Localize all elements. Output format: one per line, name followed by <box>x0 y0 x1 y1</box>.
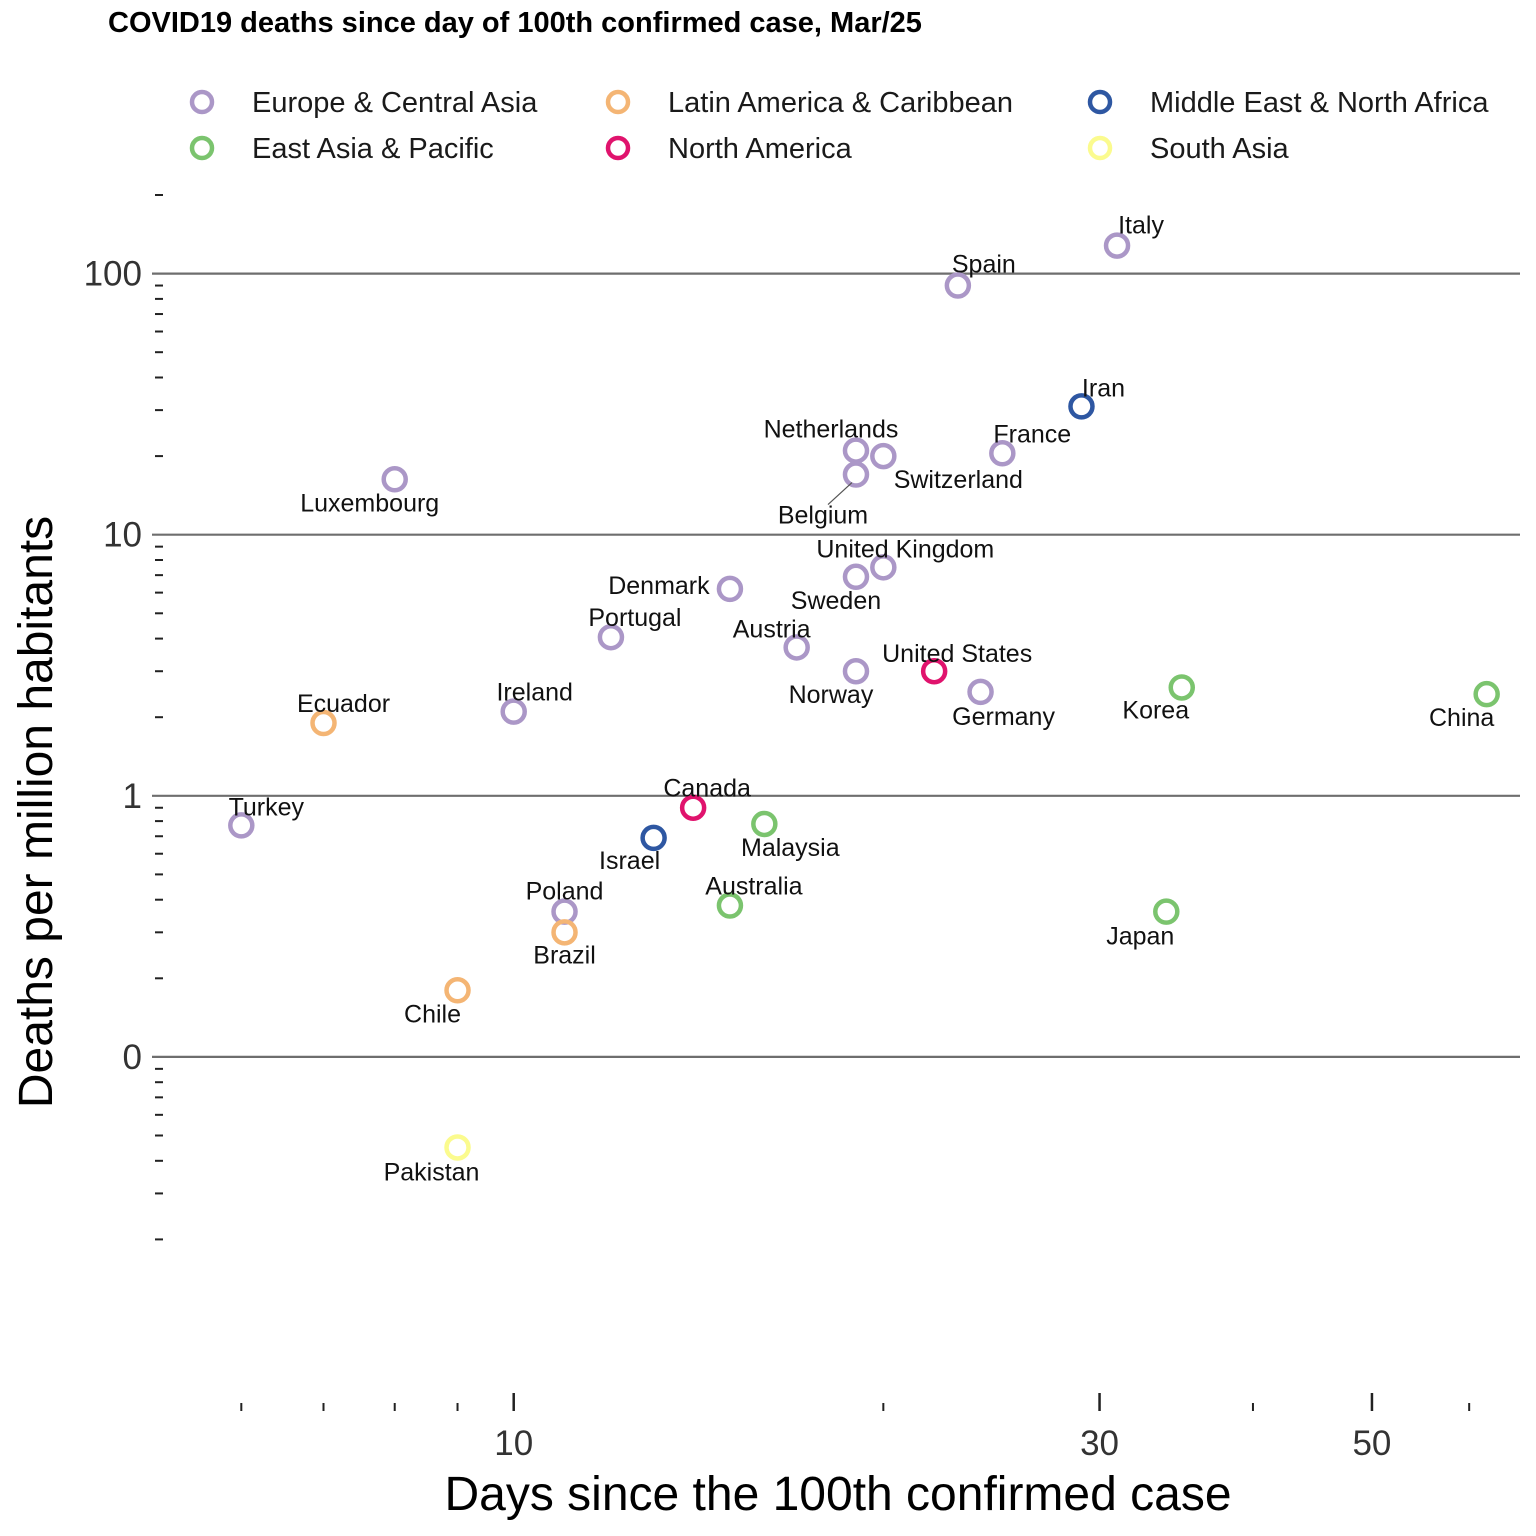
point-ecuador <box>310 709 337 737</box>
point-belgium <box>842 461 870 488</box>
point-germany <box>967 678 994 706</box>
y-tick-label-1: 1 <box>123 777 142 816</box>
point-switzerland <box>870 442 897 470</box>
y-tick-label-100: 100 <box>84 255 142 294</box>
point-japan <box>1153 898 1180 925</box>
legend-marker-middle-east-north-africa <box>1087 89 1113 115</box>
y-tick-label-0: 0 <box>123 1038 142 1077</box>
point-pakistan <box>444 1134 471 1161</box>
point-labels: Italy Spain France Netherlands Switzerland Be… <box>229 212 1495 1187</box>
point-label-italy: Italy <box>1118 212 1164 240</box>
point-label-brazil: Brazil <box>533 941 596 969</box>
point-label-switzerland: Switzerland <box>894 466 1023 494</box>
grid <box>152 272 1520 1059</box>
point-label-turkey: Turkey <box>229 793 305 821</box>
x-tick-label-30: 30 <box>1080 1424 1119 1463</box>
legend-label-north-america: North America <box>668 133 853 165</box>
point-norway <box>842 657 870 685</box>
label-leader-belgium <box>827 482 853 505</box>
point-label-denmark: Denmark <box>608 572 710 600</box>
x-tick-label-50: 50 <box>1352 1424 1391 1463</box>
point-label-canada: Canada <box>663 775 751 803</box>
point-france <box>989 440 1016 467</box>
point-label-luxembourg: Luxembourg <box>300 489 439 517</box>
point-korea <box>1168 674 1196 701</box>
point-label-australia: Australia <box>705 873 802 901</box>
x-tick-label-10: 10 <box>494 1424 533 1463</box>
point-canada <box>679 794 707 821</box>
point-label-china: China <box>1429 704 1494 732</box>
y-tick-label-10: 10 <box>103 516 142 555</box>
legend-label-europe-central-asia: Europe & Central Asia <box>252 87 538 119</box>
chart-title: COVID19 deaths since day of 100th confir… <box>108 7 922 39</box>
point-turkey <box>228 812 255 839</box>
point-label-poland: Poland <box>526 878 604 906</box>
point-label-iran: Iran <box>1082 374 1125 402</box>
x-axis-title: Days since the 100th confirmed case <box>444 1468 1231 1521</box>
point-austria <box>783 634 810 661</box>
point-chile <box>444 977 471 1004</box>
point-label-malaysia: Malaysia <box>741 834 840 862</box>
point-label-germany: Germany <box>952 703 1055 731</box>
point-label-france: France <box>993 420 1071 448</box>
point-label-belgium: Belgium <box>778 502 868 530</box>
point-luxembourg <box>381 466 408 493</box>
point-label-pakistan: Pakistan <box>384 1158 480 1186</box>
legend-marker-latin-america-caribbean <box>605 89 631 115</box>
legend-label-east-asia-pacific: East Asia & Pacific <box>252 133 494 165</box>
point-label-united-states: United States <box>882 640 1032 668</box>
point-label-portugal: Portugal <box>588 604 681 632</box>
point-malaysia <box>751 810 778 838</box>
point-label-chile: Chile <box>404 1000 461 1028</box>
y-axis-title: Deaths per million habitants <box>10 516 63 1108</box>
point-australia <box>716 892 744 919</box>
data-points <box>228 232 1500 1161</box>
point-sweden <box>842 563 870 591</box>
point-united-states <box>920 657 948 685</box>
legend-marker-south-asia <box>1087 135 1113 161</box>
point-iran <box>1068 393 1095 420</box>
point-ireland <box>500 698 527 725</box>
legend: Europe & Central Asia East Asia & Pacific… <box>189 87 1489 165</box>
point-label-ecuador: Ecuador <box>297 690 390 718</box>
legend-label-latin-america-caribbean: Latin America & Caribbean <box>668 87 1013 119</box>
legend-marker-north-america <box>605 135 631 161</box>
point-label-israel: Israel <box>599 847 660 875</box>
point-spain <box>944 272 972 299</box>
legend-label-middle-east-north-africa: Middle East & North Africa <box>1150 87 1489 119</box>
legend-label-south-asia: South Asia <box>1150 133 1290 165</box>
point-israel <box>640 824 667 852</box>
point-portugal <box>597 623 625 651</box>
point-denmark <box>716 575 744 603</box>
x-axis: 10 30 50 <box>240 1393 1471 1463</box>
y-axis: 0 1 10 100 <box>84 193 163 1241</box>
point-label-spain: Spain <box>952 251 1016 279</box>
point-label-ireland: Ireland <box>496 679 572 707</box>
point-brazil <box>551 919 578 946</box>
point-label-korea: Korea <box>1122 696 1189 724</box>
point-italy <box>1103 232 1131 259</box>
point-label-austria: Austria <box>733 615 811 643</box>
legend-marker-europe-central-asia <box>189 89 215 115</box>
point-label-united-kingdom: United Kingdom <box>816 535 994 563</box>
point-united-kingdom <box>870 554 897 581</box>
legend-marker-east-asia-pacific <box>189 135 215 161</box>
point-label-netherlands: Netherlands <box>764 416 899 444</box>
point-china <box>1473 680 1500 708</box>
point-label-japan: Japan <box>1106 923 1174 951</box>
point-label-sweden: Sweden <box>791 587 881 615</box>
point-label-norway: Norway <box>789 681 874 709</box>
